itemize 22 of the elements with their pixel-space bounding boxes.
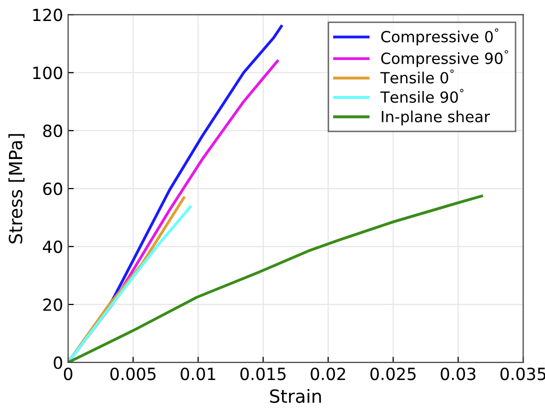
x-axis-title: Strain xyxy=(270,388,321,403)
y-tick-label: 80 xyxy=(43,124,62,138)
x-tick-label: 0.03 xyxy=(440,368,476,380)
x-tick-label: 0.015 xyxy=(240,368,286,380)
y-tick-label: 100 xyxy=(33,66,62,80)
y-tick-label: 60 xyxy=(43,182,62,196)
x-tick-label: 0.01 xyxy=(180,368,216,380)
x-tick-label: 0.02 xyxy=(310,368,346,380)
y-tick-label: 0 xyxy=(54,356,62,370)
y-tick-label: 20 xyxy=(43,298,62,312)
legend-label: In-plane shear xyxy=(382,110,490,126)
legend-label: Tensile 90$^{°}$ xyxy=(380,88,464,103)
x-tick-label: 0.025 xyxy=(370,368,416,380)
y-tick-label: 120 xyxy=(33,8,62,22)
legend-label: Compressive 90$^{°}$ xyxy=(381,50,508,68)
x-tick-label: 0.005 xyxy=(110,368,156,380)
x-tick-label: 0 xyxy=(64,368,72,380)
legend-label: Tensile 0$^{°}$ xyxy=(380,70,454,84)
y-axis-title: Stress [MPa] xyxy=(8,134,25,244)
legend-label: Compressive 0$^{°}$ xyxy=(381,28,498,46)
y-tick-label: 40 xyxy=(42,240,62,254)
line-series xyxy=(68,194,483,362)
